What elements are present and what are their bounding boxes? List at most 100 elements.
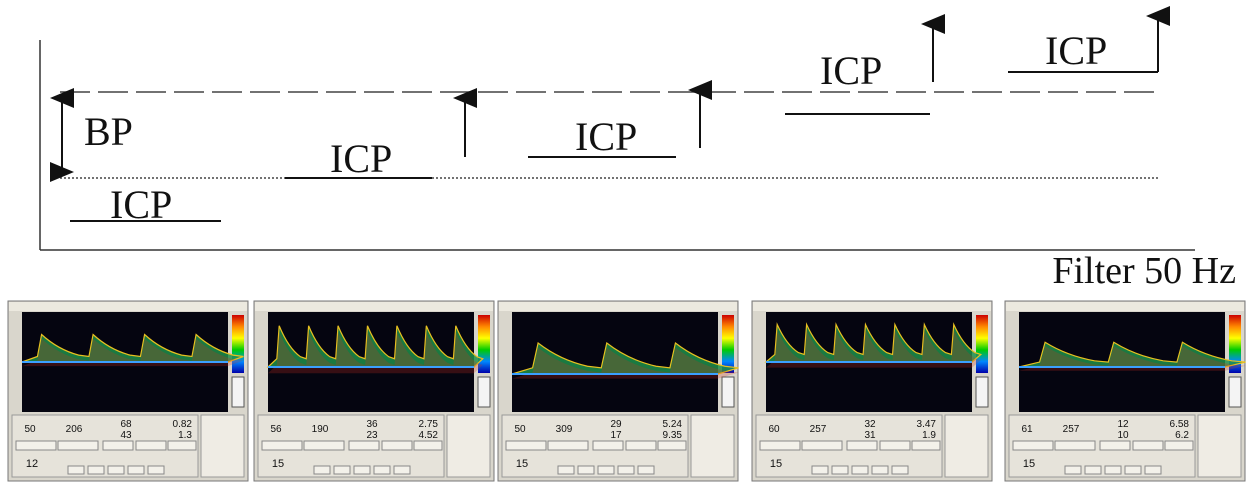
peak-value: 36 [366,419,378,430]
spectrum-core [21,333,244,363]
scale-box [231,376,245,408]
legend-box [690,414,735,478]
button [1124,465,1142,475]
spectrum-core [266,325,484,368]
gain-value: 15 [272,458,284,470]
button [637,465,655,475]
icp-label: ICP [575,114,637,159]
mean-value: 23 [366,430,378,441]
button [393,465,411,475]
button [1144,465,1162,475]
index-value: 9.35 [663,430,683,441]
spectrum-core [1019,345,1246,371]
power-value: 257 [810,424,827,435]
panel-header [255,302,493,311]
spectrum-envelope [512,343,739,374]
icp-label: ICP [1045,28,1107,73]
mean-value: 10 [1117,430,1129,441]
spectrum-core [22,338,244,367]
button [657,440,687,451]
button [617,465,635,475]
schematic: BP ICP ICP ICP ICP ICP Filter 50 Hz [39,6,1236,292]
button [353,465,371,475]
spectrum-envelope [766,324,981,362]
button [303,440,345,451]
button [1064,465,1082,475]
button [313,465,331,475]
button [831,465,849,475]
button [911,440,941,451]
peak-value: 68 [120,419,132,430]
spectrum-core [268,331,483,374]
legend-box [1197,414,1242,478]
button [851,465,869,475]
index-value: 4.52 [419,430,439,441]
button [625,440,657,451]
spectrum-envelope [1019,342,1246,367]
button [597,465,615,475]
power-value: 257 [1063,424,1080,435]
button [1084,465,1102,475]
scale-box [477,376,491,408]
depth-value: 50 [514,424,526,435]
legend-box [446,414,491,478]
spectrum-core [764,322,983,363]
button [759,440,801,451]
icp-label: ICP [110,182,172,227]
color-scale [722,315,734,373]
gain-value: 15 [770,458,782,470]
button [1099,440,1131,451]
spectrum-core [511,341,739,375]
button [67,465,85,475]
button [135,440,167,451]
button [547,440,589,451]
mean-value: 31 [864,430,876,441]
button [879,440,911,451]
button [102,440,134,451]
gain-value: 15 [516,458,528,470]
bp-label: BP [84,109,133,154]
button [167,440,197,451]
panel-header [1006,302,1244,311]
scale-box [1228,376,1242,408]
index-value: 5.24 [663,419,683,430]
gain-value: 12 [26,458,38,470]
index-value: 1.3 [178,430,192,441]
spectrum-envelope [268,325,483,367]
button [557,465,575,475]
button [505,440,547,451]
filter-label: Filter 50 Hz [1052,250,1236,292]
button [261,440,303,451]
index-value: 6.58 [1170,419,1190,430]
index-value: 1.9 [922,430,936,441]
button [147,465,165,475]
depth-value: 50 [24,424,36,435]
button [1104,465,1122,475]
button [1164,440,1194,451]
button [846,440,878,451]
icp-label: ICP [820,48,882,93]
button [381,440,413,451]
power-value: 206 [66,424,83,435]
button [107,465,125,475]
color-scale [232,315,244,373]
button [1054,440,1096,451]
button [891,465,909,475]
spectrum-core [512,347,739,379]
color-scale [1229,315,1241,373]
depth-value: 56 [270,424,282,435]
mean-value: 43 [120,430,132,441]
icp-label: ICP [330,136,392,181]
power-value: 309 [556,424,573,435]
spectrum-core [1018,341,1246,368]
button [57,440,99,451]
index-value: 6.2 [1175,430,1189,441]
button [577,465,595,475]
mean-value: 17 [610,430,622,441]
